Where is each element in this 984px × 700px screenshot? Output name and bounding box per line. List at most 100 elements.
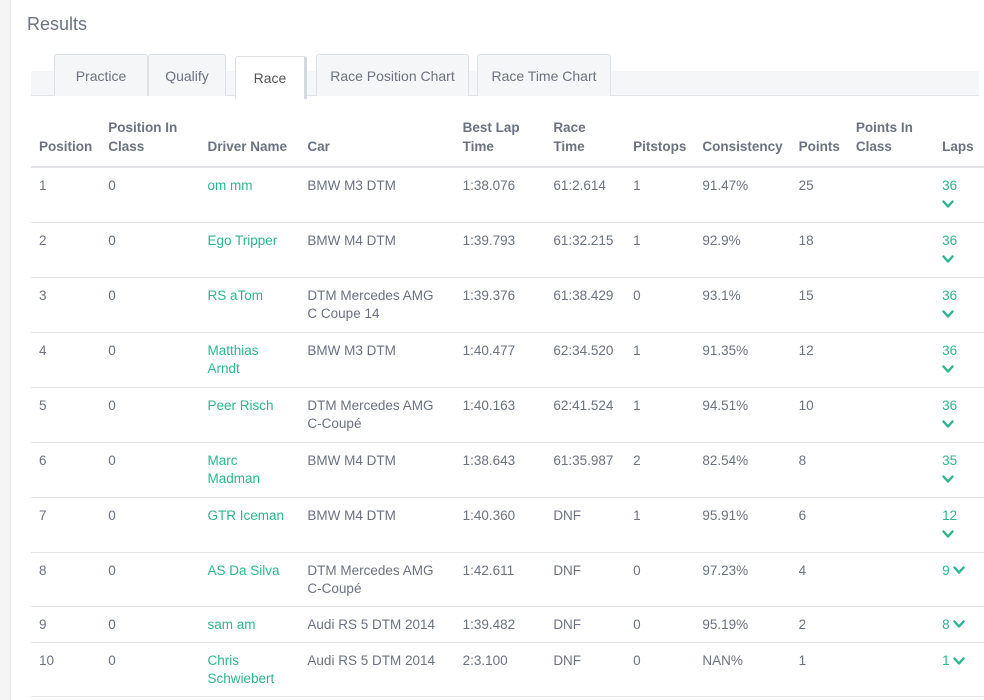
cell-position-in-class: 0 (100, 552, 200, 607)
cell-car: BMW M3 DTM (299, 332, 455, 388)
cell-pitstops: 0 (625, 642, 695, 698)
cell-points: 1 (790, 642, 848, 698)
chevron-down-icon[interactable] (942, 361, 954, 379)
cell-consistency: 82.54% (694, 442, 791, 498)
table-row: 10 0 Chris Schwiebert Audi RS 5 DTM 2014 2:3… (31, 642, 984, 698)
driver-name-link[interactable]: om mm (199, 167, 300, 223)
cell-position-in-class: 0 (100, 387, 200, 443)
cell-points-in-class (847, 642, 935, 698)
chevron-down-icon[interactable] (942, 306, 954, 324)
cell-laps: 9 (934, 552, 984, 607)
col-race-time: Race Time (545, 110, 626, 168)
driver-name-link[interactable]: sam am (199, 606, 300, 644)
col-position: Position (31, 110, 101, 168)
chevron-down-icon[interactable] (942, 251, 954, 269)
chevron-down-icon[interactable] (952, 616, 965, 634)
chevron-down-icon[interactable] (952, 653, 965, 671)
cell-laps: 36 (934, 277, 984, 333)
cell-best-lap: 1:40.163 (454, 387, 546, 443)
cell-pitstops: 0 (625, 277, 695, 333)
driver-name-link[interactable]: GTR Iceman (199, 497, 300, 553)
col-position-in-class: Position In Class (100, 110, 200, 168)
cell-points-in-class (847, 606, 935, 644)
cell-position: 1 (31, 167, 101, 223)
chevron-down-icon[interactable] (952, 562, 965, 580)
cell-car: Audi RS 5 DTM 2014 (299, 642, 455, 698)
cell-consistency: 92.9% (694, 222, 791, 278)
cell-position-in-class: 0 (100, 442, 200, 498)
driver-name-link[interactable]: Marc Madman (199, 442, 300, 498)
tab-practice[interactable]: Practice (54, 54, 148, 96)
cell-laps: 36 (934, 332, 984, 388)
driver-name-link[interactable]: Ego Tripper (199, 222, 300, 278)
cell-race-time: 61:38.429 (545, 277, 626, 333)
cell-position: 10 (31, 642, 101, 698)
cell-position: 5 (31, 387, 101, 443)
table-row: 9 0 sam am Audi RS 5 DTM 2014 1:39.482 DNF 0 95… (31, 606, 984, 644)
cell-position: 7 (31, 497, 101, 553)
col-pitstops: Pitstops (625, 110, 695, 168)
chevron-down-icon[interactable] (942, 196, 954, 214)
cell-race-time: 61:32.215 (545, 222, 626, 278)
cell-race-time: DNF (545, 552, 626, 607)
col-best-lap-time: Best Lap Time (454, 110, 546, 168)
cell-car: Audi RS 5 DTM 2014 (299, 606, 455, 644)
driver-name-link[interactable]: Matthias Arndt (199, 332, 300, 388)
cell-laps: 12 (934, 497, 984, 553)
cell-points: 15 (790, 277, 848, 333)
laps-value: 1 (942, 653, 950, 669)
table-row: 8 0 AS Da Silva DTM Mercedes AMG C-Coupé 1:4… (31, 552, 984, 607)
cell-pitstops: 1 (625, 222, 695, 278)
tab-race-time-chart[interactable]: Race Time Chart (477, 54, 611, 96)
cell-position: 4 (31, 332, 101, 388)
cell-best-lap: 2:3.100 (454, 642, 546, 698)
cell-position: 6 (31, 442, 101, 498)
cell-best-lap: 1:39.376 (454, 277, 546, 333)
cell-pitstops: 1 (625, 387, 695, 443)
driver-name-link[interactable]: RS aTom (199, 277, 300, 333)
driver-name-link[interactable]: Chris Schwiebert (199, 642, 300, 698)
cell-laps: 36 (934, 222, 984, 278)
cell-position-in-class: 0 (100, 497, 200, 553)
cell-points-in-class (847, 442, 935, 498)
driver-name-link[interactable]: Peer Risch (199, 387, 300, 443)
cell-points-in-class (847, 387, 935, 443)
cell-pitstops: 0 (625, 552, 695, 607)
cell-points: 8 (790, 442, 848, 498)
driver-name-link[interactable]: AS Da Silva (199, 552, 300, 607)
cell-laps: 1 (934, 642, 984, 698)
chevron-down-icon[interactable] (942, 416, 954, 434)
table-row: 6 0 Marc Madman BMW M4 DTM 1:38.643 61:35.987… (31, 442, 984, 498)
cell-race-time: 61:2.614 (545, 167, 626, 223)
cell-race-time: 61:35.987 (545, 442, 626, 498)
table-row: 2 0 Ego Tripper BMW M4 DTM 1:39.793 61:32.215… (31, 222, 984, 278)
cell-laps: 35 (934, 442, 984, 498)
laps-value: 36 (942, 288, 958, 303)
cell-position: 3 (31, 277, 101, 333)
col-consistency: Consistency (694, 110, 791, 168)
chevron-down-icon[interactable] (942, 471, 954, 489)
cell-position-in-class: 0 (100, 222, 200, 278)
laps-value: 12 (942, 508, 958, 523)
table-header-row: Position Position In Class Driver Name C… (31, 110, 984, 168)
cell-best-lap: 1:39.482 (454, 606, 546, 644)
cell-points-in-class (847, 222, 935, 278)
cell-car: BMW M3 DTM (299, 167, 455, 223)
cell-position: 2 (31, 222, 101, 278)
cell-car: DTM Mercedes AMG C-Coupé (299, 387, 455, 443)
cell-consistency: 91.47% (694, 167, 791, 223)
cell-laps: 8 (934, 606, 984, 644)
col-car: Car (299, 110, 455, 168)
cell-consistency: 97.23% (694, 552, 791, 607)
laps-value: 8 (942, 617, 950, 632)
cell-race-time: 62:41.524 (545, 387, 626, 443)
tab-race-position-chart[interactable]: Race Position Chart (316, 54, 469, 96)
cell-car: DTM Mercedes AMG C Coupe 14 (299, 277, 455, 333)
cell-points: 2 (790, 606, 848, 644)
chevron-down-icon[interactable] (942, 526, 954, 544)
cell-position: 8 (31, 552, 101, 607)
tab-qualify[interactable]: Qualify (148, 54, 226, 96)
tab-race[interactable]: Race (235, 56, 307, 99)
cell-consistency: 95.19% (694, 606, 791, 644)
cell-points-in-class (847, 167, 935, 223)
